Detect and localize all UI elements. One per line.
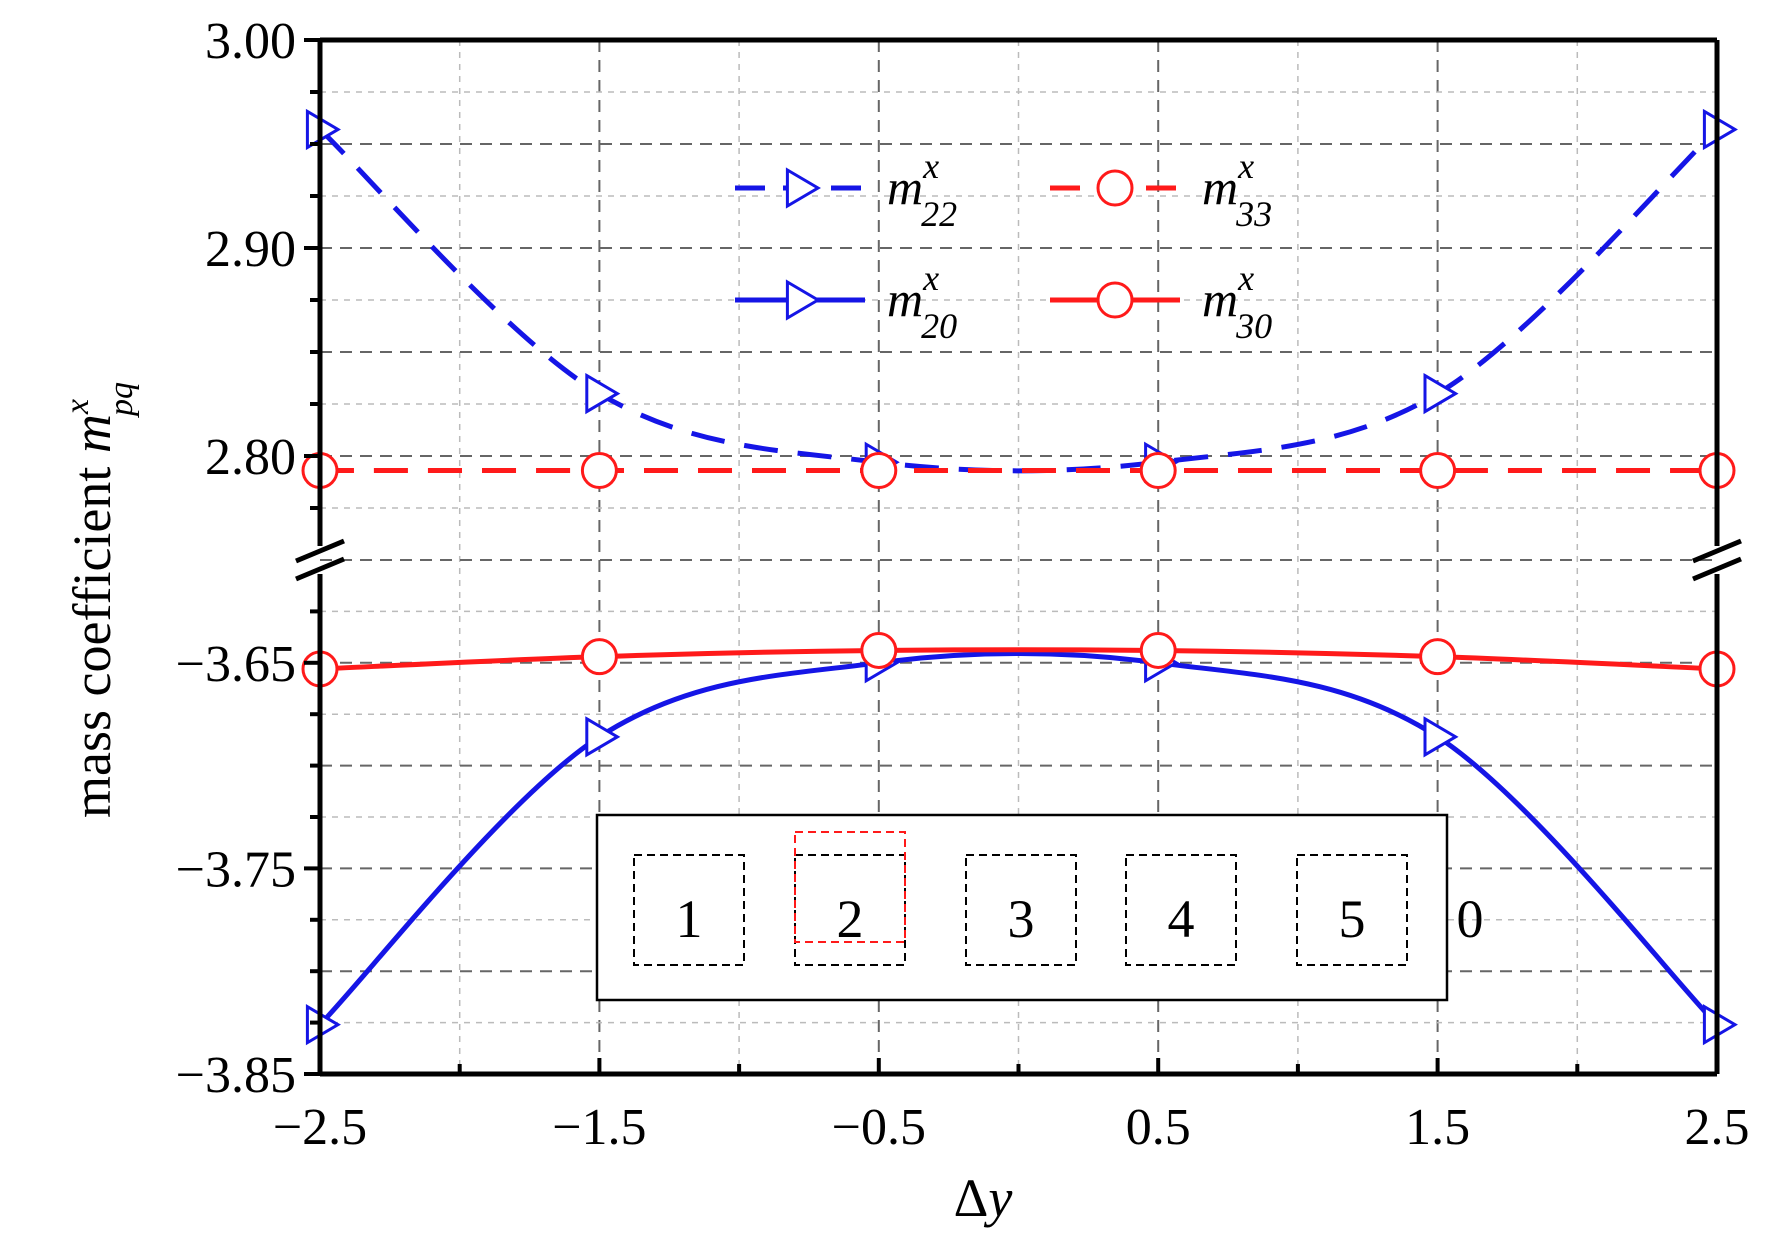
y-tick-label: −3.65	[176, 636, 296, 693]
inset-cell-1	[633, 854, 745, 966]
inset-cell-2	[794, 854, 906, 966]
inset-trailing-label: 0	[1457, 889, 1484, 949]
data-point-22	[585, 372, 621, 415]
data-point-22	[1702, 108, 1738, 151]
legend-label-var: m	[1202, 159, 1238, 215]
data-point-33	[1139, 452, 1177, 490]
x-tick-label: −0.5	[832, 1099, 926, 1156]
data-point-20	[585, 716, 621, 758]
data-point-30	[580, 638, 618, 676]
legend-label-var: m	[887, 159, 923, 215]
inset-cell-label: 2	[837, 889, 864, 949]
legend-marker	[1096, 281, 1134, 319]
axis-break-mark	[1692, 538, 1742, 564]
data-point-22	[305, 108, 341, 151]
x-tick-label: −1.5	[552, 1099, 646, 1156]
y-axis-label-var: m	[62, 414, 122, 453]
legend-label-var: m	[887, 271, 923, 327]
series-layer	[301, 108, 1738, 1046]
inset-cell-3	[965, 854, 1077, 966]
series-line-20	[318, 651, 1719, 1027]
legend-item-20: mx 20	[735, 258, 957, 346]
y-axis-label-sup: x	[59, 399, 96, 415]
data-point-20	[305, 1004, 341, 1046]
legend-item-22: mx 22	[735, 146, 957, 234]
data-point-33	[1419, 452, 1457, 490]
x-axis-label: Δy	[954, 1168, 1013, 1228]
x-tick-label: 0.5	[1126, 1099, 1191, 1156]
series-line-30	[319, 647, 1718, 672]
data-point-30	[1139, 631, 1177, 669]
axis-ticks: −2.5 −1.5 −0.5 0.5 1.5 2.5 2.80 2.90 3.00 −3.85 −3…	[176, 13, 1750, 1156]
y-tick-label: 2.90	[205, 221, 296, 278]
inset-diagram: 1 2 3 4 5 0	[595, 813, 1484, 1002]
legend-label-sup: x	[1237, 146, 1254, 186]
x-tick-label: 1.5	[1405, 1099, 1470, 1156]
data-point-30	[1419, 638, 1457, 676]
legend-item-30: mx 30	[1050, 258, 1272, 346]
series-33	[301, 452, 1736, 490]
y-tick-label: −3.75	[176, 841, 296, 898]
inset-cell-label: 4	[1168, 889, 1195, 949]
y-axis-label-text: mass coefficient	[62, 453, 122, 818]
series-line-22	[318, 127, 1719, 474]
y-tick-label: −3.85	[176, 1047, 296, 1104]
plot-frame	[295, 37, 1742, 1077]
data-point-30	[860, 631, 898, 669]
data-point-33	[860, 452, 898, 490]
legend-label-sup: x	[922, 146, 939, 186]
y-tick-label: 3.00	[205, 13, 296, 70]
axis-break-mark	[1692, 556, 1742, 582]
axis-break-mark	[295, 556, 345, 582]
legend-label: mx 30	[1202, 258, 1272, 346]
legend-label: mx 20	[887, 258, 957, 346]
inset-cell-shifted	[794, 831, 906, 943]
data-point-20	[1423, 716, 1459, 758]
legend-label-sub: 20	[921, 306, 957, 346]
data-point-22	[1423, 372, 1459, 415]
legend-label-sup: x	[922, 258, 939, 298]
x-axis-label-symbol: Δ	[954, 1168, 989, 1228]
y-axis-label: mass coefficient mx pq	[59, 382, 140, 818]
legend-label: mx 33	[1202, 146, 1272, 234]
legend-label-sub: 33	[1235, 194, 1272, 234]
x-tick-label: 2.5	[1685, 1099, 1750, 1156]
legend-label-sub: 22	[921, 194, 957, 234]
inset-cell-4	[1125, 854, 1237, 966]
legend-marker	[1096, 169, 1134, 207]
legend-label-sup: x	[1237, 258, 1254, 298]
x-axis-label-var: y	[983, 1168, 1012, 1228]
axis-break-mark	[295, 538, 345, 564]
legend-marker	[785, 279, 821, 321]
inset-cell-label: 3	[1008, 889, 1035, 949]
data-point-20	[1702, 1004, 1738, 1046]
y-tick-label: 2.80	[205, 429, 296, 486]
legend-marker	[785, 167, 821, 209]
legend-label: mx 22	[887, 146, 957, 234]
x-tick-label: −2.5	[273, 1099, 367, 1156]
legend-item-33: mx 33	[1050, 146, 1272, 234]
inset-cell-label: 5	[1339, 889, 1366, 949]
inset-cell-5	[1296, 854, 1408, 966]
legend-label-sub: 30	[1235, 306, 1272, 346]
y-axis-label-sub: pq	[103, 382, 140, 418]
legend-label-var: m	[1202, 271, 1238, 327]
data-point-33	[580, 452, 618, 490]
inset-box	[595, 813, 1449, 1002]
inset-cell-label: 1	[676, 889, 703, 949]
